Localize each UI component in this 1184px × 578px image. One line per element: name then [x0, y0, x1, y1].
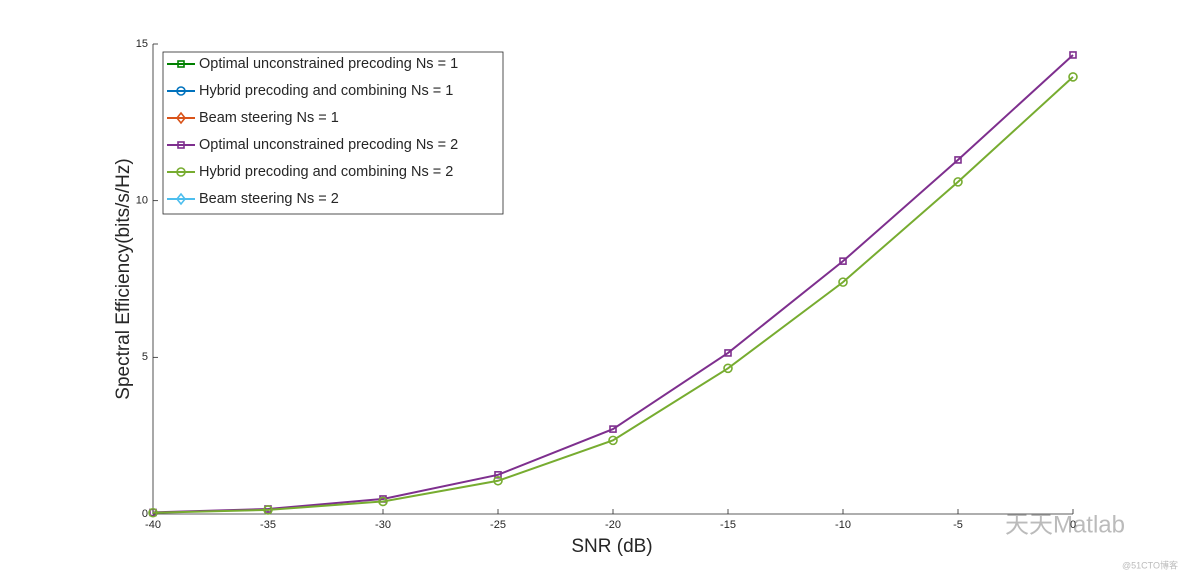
- x-axis-label: SNR (dB): [571, 536, 652, 557]
- x-tick-label: -10: [835, 519, 851, 531]
- x-tick-label: -40: [145, 519, 161, 531]
- x-tick-label: -25: [490, 519, 506, 531]
- marker: [378, 496, 388, 507]
- marker: [494, 471, 502, 479]
- marker: [954, 156, 962, 164]
- legend-box: [162, 51, 504, 215]
- x-tick-label: -30: [375, 519, 391, 531]
- watermark-sub: @51CTO博客: [1122, 559, 1178, 570]
- legend-label: Optimal unconstrained precoding Ns = 2: [199, 137, 458, 153]
- legend-label: Hybrid precoding and combining Ns = 1: [199, 83, 453, 99]
- marker: [175, 111, 187, 125]
- marker: [723, 363, 733, 374]
- marker: [176, 167, 186, 177]
- legend-label: Beam steering Ns = 1: [199, 110, 339, 126]
- marker: [608, 435, 618, 446]
- x-tick-label: -35: [260, 519, 276, 531]
- marker: [1068, 72, 1078, 82]
- marker: [177, 141, 185, 149]
- marker: [609, 425, 617, 433]
- y-tick-label: 5: [142, 351, 148, 363]
- marker: [839, 257, 847, 265]
- legend-label: Optimal unconstrained precoding Ns = 1: [199, 56, 458, 72]
- x-tick-label: 0: [1070, 519, 1076, 531]
- legend-label: Hybrid precoding and combining Ns = 2: [199, 164, 453, 180]
- y-axis-label: Spectral Efficiency(bits/s/Hz): [113, 158, 134, 399]
- x-tick-label: -5: [953, 519, 963, 531]
- marker: [1069, 51, 1077, 59]
- marker: [493, 475, 503, 486]
- marker: [724, 349, 732, 357]
- y-tick-label: 15: [136, 38, 148, 50]
- legend-label: Beam steering Ns = 2: [199, 191, 339, 207]
- series-line: [152, 76, 1074, 514]
- marker: [148, 507, 158, 518]
- marker: [177, 60, 185, 68]
- marker: [838, 277, 848, 287]
- watermark: 天天Matlab: [1005, 511, 1125, 538]
- series-line: [152, 54, 1074, 514]
- marker: [953, 177, 963, 187]
- y-tick-label: 10: [136, 195, 148, 207]
- marker: [175, 192, 187, 206]
- marker: [263, 505, 273, 515]
- x-tick-label: -15: [720, 519, 736, 531]
- y-tick-label: 0: [142, 508, 148, 520]
- marker: [176, 86, 186, 96]
- x-tick-label: -20: [605, 519, 621, 531]
